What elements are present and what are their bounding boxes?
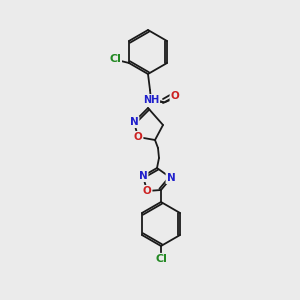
Text: N: N [139,171,147,181]
Text: Cl: Cl [155,254,167,264]
Text: O: O [171,91,179,101]
Text: N: N [167,173,176,183]
Text: N: N [130,117,138,127]
Text: O: O [134,132,142,142]
Text: O: O [142,186,152,196]
Text: NH: NH [143,95,159,105]
Text: Cl: Cl [109,54,121,64]
